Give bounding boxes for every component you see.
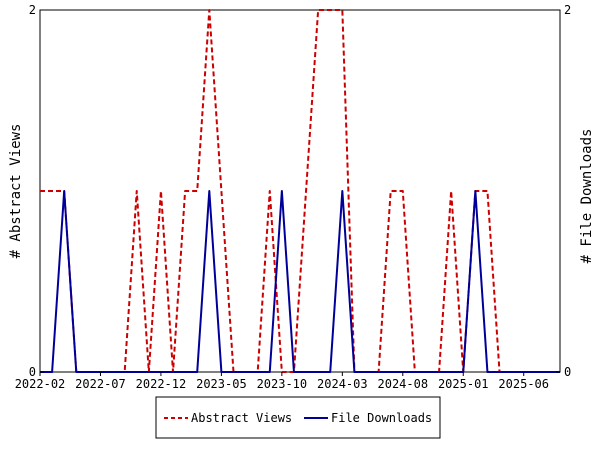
legend: Abstract Views File Downloads: [155, 396, 441, 439]
y-tick-label-right: 2: [564, 3, 571, 17]
plot-area: [39, 9, 561, 373]
y-tick-label-left: 0: [29, 365, 36, 379]
y-tick-label-right: 0: [564, 365, 571, 379]
x-tick-label: 2025-01: [438, 377, 489, 391]
x-tick-label: 2024-03: [317, 377, 368, 391]
series-layer: [40, 9, 560, 373]
series-line-file-downloads: [40, 190, 560, 373]
y-axis-label-right: # File Downloads: [579, 129, 595, 264]
x-tick-label: 2022-07: [75, 377, 126, 391]
y-tick-label-left: 2: [29, 3, 36, 17]
y-axis-label-left: # Abstract Views: [8, 124, 24, 259]
x-ticks-layer: 2022-02 2022-07 2022-12 2023-05 2023-10 2024-…: [15, 372, 549, 391]
legend-label-file-downloads: File Downloads: [331, 411, 432, 425]
x-tick-label: 2022-12: [136, 377, 187, 391]
y-ticks-layer: 0 0 2 2: [29, 3, 571, 379]
x-tick-label: 2025-06: [498, 377, 549, 391]
legend-box: [155, 396, 441, 439]
x-tick-label: 2022-02: [15, 377, 66, 391]
x-tick-label: 2024-08: [378, 377, 429, 391]
x-tick-label: 2023-05: [196, 377, 247, 391]
x-tick-label: 2023-10: [257, 377, 308, 391]
legend-label-abstract-views: Abstract Views: [191, 411, 292, 425]
